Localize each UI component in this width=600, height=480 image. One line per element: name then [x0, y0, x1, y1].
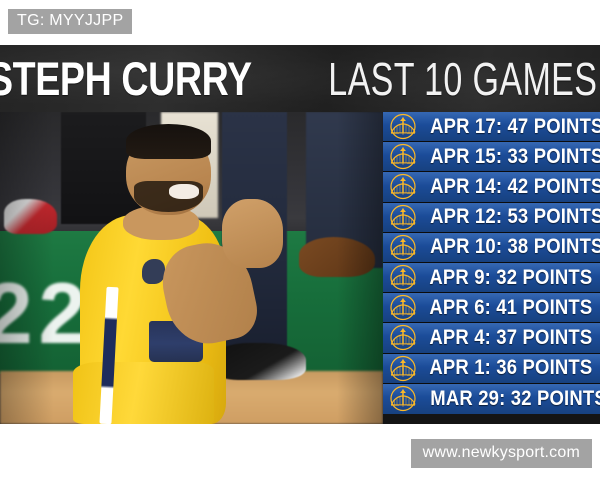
golden-state-warriors-logo-icon	[388, 264, 418, 291]
golden-state-warriors-logo-icon	[388, 173, 418, 200]
title-row: STEPH CURRY LAST 10 GAMES	[0, 55, 600, 102]
title-player-name: STEPH CURRY	[0, 52, 253, 105]
watermark-bottom-right: www.newkysport.com	[410, 439, 592, 468]
stats-list: APR 17: 47 POINTS APR 15: 33 POINTS APR 14…	[383, 112, 600, 424]
photo-red-sneaker	[3, 199, 58, 234]
stat-row-label: MAR 29: 32 POINTS	[430, 386, 600, 410]
golden-state-warriors-logo-icon	[388, 143, 418, 170]
photo-brown-dress-shoe	[298, 236, 376, 278]
photo-court-number: 22	[0, 266, 93, 363]
stat-row-label: APR 17: 47 POINTS	[430, 114, 600, 138]
photo-jumpman-logo	[141, 258, 165, 284]
stat-row-label: APR 14: 42 POINTS	[430, 174, 600, 198]
stat-row-label: APR 4: 37 POINTS	[429, 325, 593, 349]
photo-player-smile	[168, 183, 200, 200]
player-photo: 22	[0, 112, 383, 424]
photo-black-sneaker	[214, 342, 307, 381]
stat-row-label: APR 12: 53 POINTS	[430, 205, 600, 229]
golden-state-warriors-logo-icon	[388, 324, 418, 351]
stat-row: APR 1: 36 POINTS	[383, 353, 600, 384]
stat-row-label: APR 10: 38 POINTS	[430, 235, 600, 259]
stat-row-label: APR 1: 36 POINTS	[429, 356, 593, 380]
stat-row: APR 14: 42 POINTS	[383, 172, 600, 203]
golden-state-warriors-logo-icon	[388, 355, 418, 382]
stat-row-label: APR 15: 33 POINTS	[430, 144, 600, 168]
stat-row: APR 10: 38 POINTS	[383, 232, 600, 263]
photo-player-shorts	[72, 361, 215, 424]
title-band: STEPH CURRY LAST 10 GAMES	[0, 45, 600, 112]
sports-infographic: STEPH CURRY LAST 10 GAMES 22	[0, 45, 600, 424]
stat-row: APR 15: 33 POINTS	[383, 142, 600, 173]
golden-state-warriors-logo-icon	[388, 204, 418, 231]
golden-state-warriors-logo-icon	[388, 385, 418, 412]
golden-state-warriors-logo-icon	[388, 113, 418, 140]
photo-player-hair	[126, 124, 211, 159]
stat-row: APR 17: 47 POINTS	[383, 112, 600, 143]
photo-player-hand	[222, 199, 284, 268]
golden-state-warriors-logo-icon	[388, 294, 418, 321]
stat-row: APR 9: 32 POINTS	[383, 262, 600, 294]
title-subtitle: LAST 10 GAMES	[328, 53, 598, 105]
stat-row: MAR 29: 32 POINTS	[383, 383, 600, 414]
stat-row: APR 4: 37 POINTS	[383, 323, 600, 354]
golden-state-warriors-logo-icon	[388, 234, 418, 261]
stat-row: APR 12: 53 POINTS	[383, 202, 600, 233]
stat-row-label: APR 6: 41 POINTS	[429, 295, 593, 319]
watermark-top-left: TG: MYYJJPP	[8, 9, 133, 34]
stat-row: APR 6: 41 POINTS	[383, 293, 600, 324]
stat-row-label: APR 9: 32 POINTS	[429, 265, 593, 289]
